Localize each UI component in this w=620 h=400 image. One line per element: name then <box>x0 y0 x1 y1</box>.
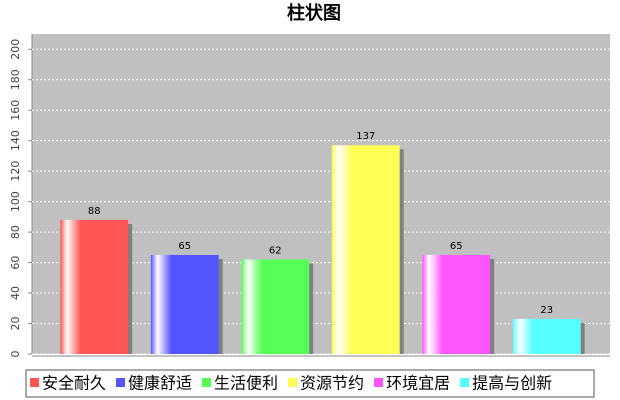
legend-label: 环境宜居 <box>386 374 450 393</box>
bar <box>512 318 581 354</box>
bar <box>60 219 129 354</box>
legend-swatch <box>116 378 126 387</box>
y-tick-label: 160 <box>9 100 22 121</box>
bar <box>241 259 310 354</box>
y-tick-label: 0 <box>9 351 22 358</box>
value-label: 62 <box>269 246 282 257</box>
legend-label: 生活便利 <box>214 374 278 393</box>
y-tick-label: 80 <box>9 225 22 239</box>
y-tick-label: 140 <box>9 130 22 151</box>
legend-label: 提高与创新 <box>472 374 552 393</box>
value-label: 23 <box>540 305 553 316</box>
bar <box>422 254 491 354</box>
y-tick-label: 40 <box>9 286 22 300</box>
bar <box>331 145 400 354</box>
y-tick-label: 20 <box>9 317 22 331</box>
value-label: 65 <box>178 241 191 252</box>
chart-title: 柱状图 <box>287 2 341 24</box>
legend-swatch <box>374 378 384 387</box>
legend-swatch <box>460 378 470 387</box>
y-tick-label: 200 <box>9 39 22 60</box>
legend-label: 安全耐久 <box>42 374 106 393</box>
y-tick-label: 120 <box>9 161 22 182</box>
value-label: 65 <box>450 241 463 252</box>
y-tick-label: 60 <box>9 256 22 270</box>
y-tick-label: 180 <box>9 69 22 90</box>
value-label: 137 <box>356 131 375 142</box>
y-tick-label: 100 <box>9 191 22 212</box>
legend-label: 健康舒适 <box>128 374 192 393</box>
legend-swatch <box>202 378 212 387</box>
legend-swatch <box>288 378 298 387</box>
bar <box>150 254 219 354</box>
legend-swatch <box>30 378 39 387</box>
value-label: 88 <box>88 206 101 217</box>
legend-label: 资源节约 <box>300 374 364 393</box>
